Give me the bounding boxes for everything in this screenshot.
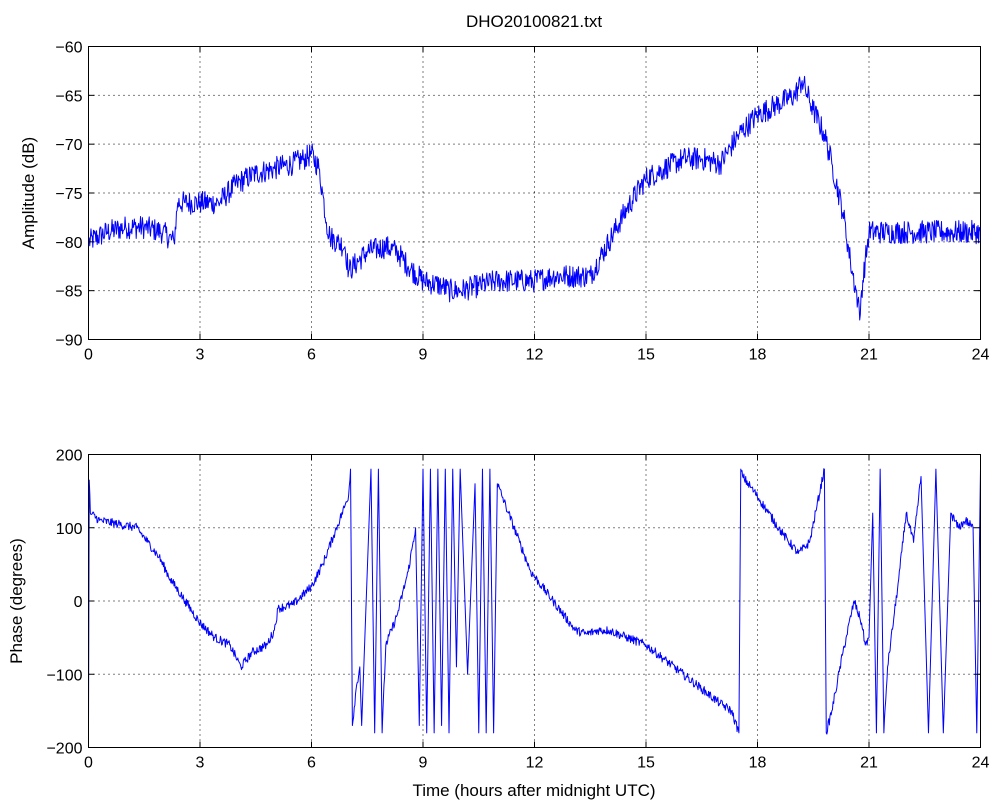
phase-series-layer: [88, 468, 981, 735]
phase-x-tick-label: 6: [307, 755, 316, 772]
phase-grid: [88, 454, 981, 748]
phase-y-axis-label: Phase (degrees): [7, 538, 26, 664]
phase-x-tick-label: 9: [419, 755, 428, 772]
amplitude-x-tick-label: 18: [749, 347, 767, 364]
amplitude-y-axis-label: Amplitude (dB): [19, 137, 38, 249]
amplitude-y-tick-label: −80: [55, 235, 82, 252]
amplitude-y-tick-label: −60: [55, 40, 82, 57]
amplitude-y-tick-label: −65: [55, 88, 82, 105]
phase-y-tick-label: 0: [74, 594, 83, 611]
amplitude-x-tick-label: 6: [307, 347, 316, 364]
phase-series-line: [88, 468, 981, 735]
phase-x-tick-label: 0: [84, 755, 93, 772]
phase-x-tick-label: 12: [526, 755, 544, 772]
amplitude-grid: [88, 46, 981, 340]
amplitude-y-tick-label: −75: [55, 186, 82, 203]
phase-panel: 0 3 6 9 12 15 18 21 24 −200 −100 0 100 200 Phase (deg…: [7, 448, 990, 801]
amplitude-x-tick-label: 9: [419, 347, 428, 364]
amplitude-series-line: [88, 75, 981, 321]
amplitude-x-tick-label: 21: [860, 347, 878, 364]
amplitude-x-tick-label: 24: [972, 347, 990, 364]
x-axis-label: Time (hours after midnight UTC): [412, 781, 655, 800]
phase-y-tick-label: 200: [56, 448, 83, 465]
phase-y-tick-label: 100: [56, 521, 83, 538]
amplitude-x-tick-label: 12: [526, 347, 544, 364]
amplitude-y-tick-label: −90: [55, 333, 82, 350]
phase-x-tick-label: 24: [972, 755, 990, 772]
phase-ticks: 0 3 6 9 12 15 18 21 24 −200 −100 0 100 200: [46, 448, 989, 772]
amplitude-panel: DHO20100821.txt 0 3 6 9 12 15 18 21 24 −90 −85 −80 −…: [19, 12, 990, 364]
amplitude-ticks: 0 3 6 9 12 15 18 21 24 −90 −85 −80 −75 −70 −65 −60: [55, 40, 989, 364]
amplitude-x-tick-label: 15: [637, 347, 655, 364]
amplitude-series-layer: [88, 75, 981, 321]
phase-y-tick-label: −100: [46, 667, 82, 684]
phase-x-tick-label: 3: [196, 755, 205, 772]
chart-title: DHO20100821.txt: [466, 12, 602, 31]
phase-x-tick-label: 21: [860, 755, 878, 772]
phase-x-tick-label: 15: [637, 755, 655, 772]
phase-x-tick-label: 18: [749, 755, 767, 772]
amplitude-x-tick-label: 3: [196, 347, 205, 364]
amplitude-y-tick-label: −85: [55, 284, 82, 301]
amplitude-x-tick-label: 0: [84, 347, 93, 364]
phase-y-tick-label: −200: [46, 741, 82, 758]
amplitude-y-tick-label: −70: [55, 137, 82, 154]
